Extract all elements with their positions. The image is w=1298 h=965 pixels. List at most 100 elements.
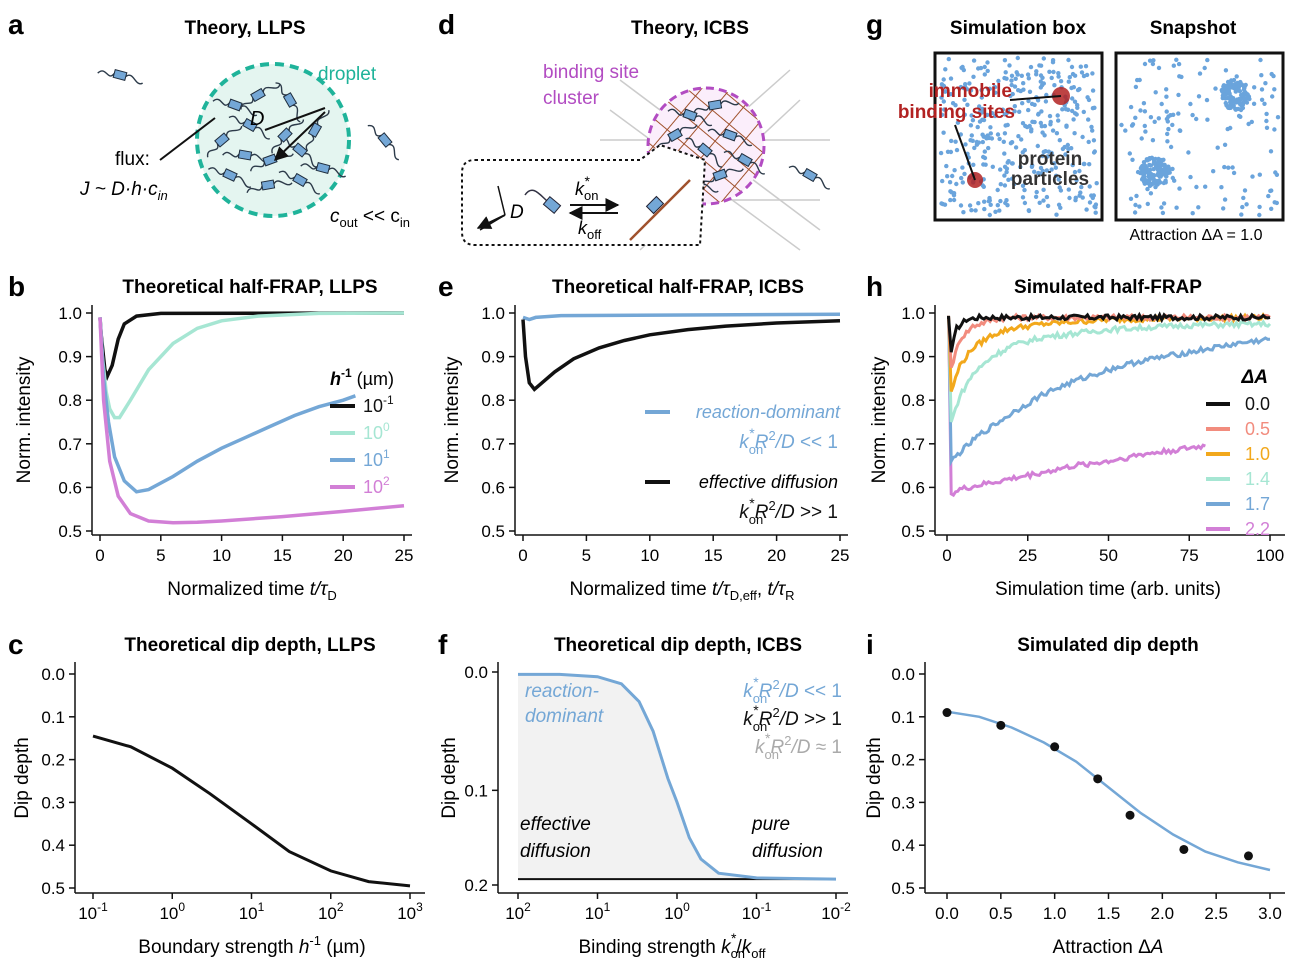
y-tick-label: 0.9 <box>481 348 505 367</box>
particle-dot <box>940 178 945 184</box>
particle-dot <box>1188 174 1193 180</box>
particle-dot <box>985 68 990 74</box>
eq-star: * <box>753 702 759 718</box>
particle-dot <box>1222 164 1227 170</box>
particle-dot <box>976 66 981 71</box>
particle-dot <box>1066 79 1072 84</box>
particle-dot <box>973 208 978 213</box>
particle-dot <box>942 107 947 112</box>
particle-dot <box>1062 144 1067 150</box>
particle-dot <box>1032 169 1037 174</box>
flux-pointer <box>159 117 216 161</box>
d-arrow-2 <box>273 111 326 161</box>
cluster-dot <box>1228 101 1233 106</box>
particle-dot <box>941 77 946 82</box>
y-tick-label: 0.8 <box>481 391 505 410</box>
particle-dot <box>1194 116 1199 122</box>
cluster-dot <box>1233 107 1239 112</box>
panel-a-title: Theory, LLPS <box>184 18 305 39</box>
particle-dot <box>1134 193 1139 199</box>
particle-dot <box>1019 137 1024 142</box>
particle-dot <box>1090 128 1095 133</box>
particle-dot <box>1159 205 1164 210</box>
particle-dot <box>987 195 992 201</box>
particle-dot <box>969 208 974 213</box>
x-tick-base: 10 <box>239 904 258 923</box>
particle-dot <box>985 112 990 118</box>
eq-k: k <box>739 432 750 453</box>
diffusion-label: D <box>250 108 264 130</box>
legend-label: 10-1 <box>363 393 394 416</box>
particle-dot <box>1053 165 1059 170</box>
x-title-part: h <box>299 937 310 958</box>
x-title-part: D,eff <box>730 588 758 603</box>
cluster-dot <box>1156 164 1162 170</box>
x-axis-title: Normalized time t/τD <box>167 579 337 603</box>
panel-d: d Theory, ICBS binding site cluster D ko… <box>438 9 830 251</box>
y-axis-title: Dip depth <box>12 737 33 818</box>
particle-dot <box>961 210 966 215</box>
particle-dot <box>960 165 965 170</box>
particle-dot <box>1164 109 1169 114</box>
annotation-effective: effective <box>520 814 591 835</box>
particle-dot <box>946 56 951 62</box>
cluster-dot <box>1237 96 1242 102</box>
reaction-dominant-curve <box>518 672 837 881</box>
x-tick-label: 50 <box>1099 546 1118 565</box>
legend-equation: kon*R2/D >> 1 <box>739 495 838 527</box>
particle-dot <box>939 82 945 87</box>
particle-dot <box>993 90 998 95</box>
particle-dot <box>1266 193 1271 199</box>
binding-site-pointer-1 <box>1009 95 1062 101</box>
bound-protein <box>667 108 713 127</box>
x-title-part: t/τ <box>712 579 732 600</box>
x-tick-label: 10-2 <box>821 900 851 923</box>
particle-dot <box>1188 101 1193 107</box>
particle-dot <box>1045 203 1051 209</box>
particle-dot <box>1249 119 1255 125</box>
particle-dot <box>1032 102 1037 108</box>
particle-dot <box>981 117 987 123</box>
particle-dot <box>1066 187 1072 192</box>
protein-body <box>315 161 331 175</box>
x-tick-label: 15 <box>273 546 292 565</box>
cluster-dot <box>1242 84 1247 89</box>
particle-dot <box>1197 71 1203 76</box>
particle-dot <box>1005 107 1011 113</box>
particle-dot <box>995 132 1001 137</box>
particle-dot <box>1093 210 1098 215</box>
particle-dot <box>945 174 950 179</box>
eq-rel: << 1 <box>800 432 838 453</box>
particle-dot <box>961 85 966 91</box>
particle-dot <box>1054 131 1060 136</box>
particle-dot <box>1034 189 1039 195</box>
particle-dot <box>1259 73 1264 78</box>
inset-d-label: D <box>510 202 524 223</box>
y-tick-label: 0.0 <box>41 665 65 684</box>
particle-dot <box>1128 104 1134 110</box>
particle-dot <box>1083 63 1089 69</box>
y-tick-label: 0.2 <box>464 876 488 895</box>
particle-dot <box>1264 125 1270 130</box>
particle-dot <box>988 131 993 136</box>
cluster-dot <box>1228 85 1234 90</box>
particle-dot <box>1058 79 1064 84</box>
particle-dot <box>1081 73 1087 79</box>
y-tick-label: 0.5 <box>58 522 82 541</box>
particle-dot <box>1086 117 1091 122</box>
protein-body <box>282 92 298 108</box>
eq-rel: >> 1 <box>804 709 842 730</box>
x-title-part: (µm) <box>321 937 366 958</box>
eq-sub: on <box>765 747 779 762</box>
protein-tail <box>271 119 305 154</box>
particle-dot <box>1052 161 1057 166</box>
x-tick-label: 0.0 <box>935 904 959 923</box>
particle-dot <box>1012 181 1017 187</box>
particle-dot <box>1225 126 1230 132</box>
particle-dot <box>1027 89 1033 95</box>
particle-dot <box>965 102 970 108</box>
inset-bound-protein <box>645 195 665 215</box>
particle-dot <box>967 81 972 86</box>
x-tick-exp: 1 <box>604 900 611 914</box>
particle-dot <box>1020 183 1026 188</box>
